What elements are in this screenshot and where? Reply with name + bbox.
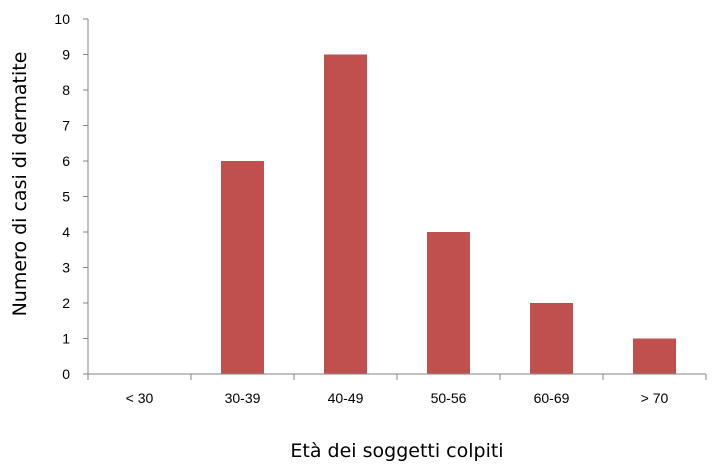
y-tick-label: 10: [54, 11, 70, 27]
x-tick-label: > 70: [641, 390, 669, 406]
y-axis-title: Numero di casi di dermatite: [9, 52, 31, 317]
x-tick-label: < 30: [126, 390, 154, 406]
bar-40-49: [324, 54, 367, 374]
y-axis-ticks: [83, 18, 88, 375]
x-tick-label: 60-69: [534, 390, 570, 406]
bar-70: [633, 338, 676, 374]
y-tick-label: 8: [62, 82, 70, 98]
x-axis-title: Età dei soggetti colpiti: [290, 440, 503, 462]
y-tick-label: 7: [62, 118, 70, 134]
y-tick-label: 4: [62, 224, 70, 240]
x-tick-label: 40-49: [328, 390, 364, 406]
y-tick-label: 5: [62, 189, 70, 205]
y-tick-label: 9: [62, 47, 70, 63]
y-tick-label: 2: [62, 295, 70, 311]
x-axis-tick-labels: < 30 30-39 40-49 50-56 60-69 > 70: [126, 390, 669, 406]
bar-60-69: [530, 303, 573, 374]
x-tick-label: 30-39: [225, 390, 261, 406]
bars: [221, 54, 676, 374]
x-tick-label: 50-56: [431, 390, 467, 406]
bar-50-56: [427, 232, 470, 374]
y-tick-label: 0: [62, 366, 70, 382]
y-axis-tick-labels: 0 1 2 3 4 5 6 7 8 9 10: [54, 11, 70, 382]
bar-30-39: [221, 161, 264, 374]
y-tick-label: 3: [62, 260, 70, 276]
x-axis-ticks: [87, 374, 707, 380]
y-tick-label: 1: [62, 331, 70, 347]
y-tick-label: 6: [62, 153, 70, 169]
